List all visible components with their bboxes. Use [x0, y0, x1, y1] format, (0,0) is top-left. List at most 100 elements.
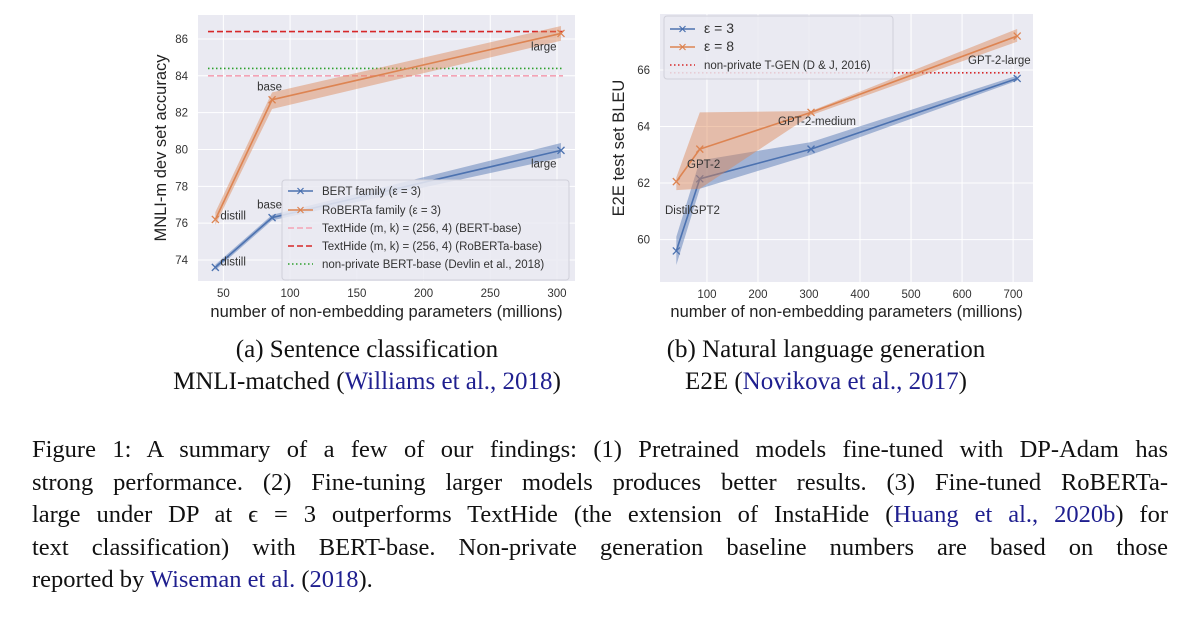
data-point-marker	[672, 246, 681, 255]
legend-label: RoBERTa family (ε = 3)	[322, 205, 441, 217]
subcaption-a: (a) Sentence classification MNLI-matched…	[127, 334, 607, 398]
figure-charts: 50 100 150 200 250 300 74 76 78 80 82 84 86 number of…	[152, 14, 1033, 321]
point-annotation: GPT-2-large	[968, 55, 1031, 67]
legend-entry: non-private BERT-base (Devlin et al., 20…	[288, 259, 544, 271]
legend-box	[663, 15, 894, 80]
x-axis-label: number of non-embedding parameters (mill…	[670, 303, 1022, 321]
data-point-marker	[1013, 32, 1022, 41]
data-point-marker	[211, 215, 220, 224]
subcaption-b: (b) Natural language generation E2E (Nov…	[626, 334, 1026, 398]
caption-line: strong performance. (2) Fine-tuning larg…	[32, 467, 1168, 500]
point-annotation: large	[531, 158, 557, 170]
legend-label: non-private T-GEN (D & J, 2016)	[704, 60, 871, 72]
point-annotation: DistilGPT2	[665, 205, 720, 217]
data-point-marker	[557, 29, 565, 38]
caption-line: reported by Wiseman et al. (2018).	[32, 564, 1168, 597]
subcaption-b-source: E2E (Novikova et al., 2017)	[626, 366, 1026, 398]
y-tick-label: 60	[637, 235, 650, 247]
legend-entry: TextHide (m, k) = (256, 4) (BERT-base)	[288, 223, 522, 235]
legend-label: ε = 8	[704, 38, 734, 54]
legend-box	[281, 179, 570, 281]
y-axis-label: E2E test set BLEU	[610, 80, 628, 217]
x-tick-label: 400	[850, 289, 869, 301]
confidence-band	[676, 75, 1018, 266]
subcaption-a-source: MNLI-matched (Williams et al., 2018)	[127, 366, 607, 398]
caption-text: (	[295, 566, 310, 593]
y-axis-label: MNLI-m dev set accuracy	[152, 54, 170, 242]
x-tick-label: 700	[1004, 289, 1023, 301]
x-tick-label: 100	[697, 289, 716, 301]
legend-entry: non-private T-GEN (D & J, 2016)	[670, 60, 871, 72]
y-tick-label: 78	[175, 181, 188, 193]
data-point-marker	[211, 263, 220, 272]
data-point-marker	[1013, 74, 1022, 83]
caption-text: reported by	[32, 566, 150, 593]
legend: BERT family (ε = 3) RoBERTa family (ε = 3…	[281, 179, 570, 281]
x-tick-label: 200	[414, 288, 433, 300]
citation-link[interactable]: Huang et al., 2020b	[893, 501, 1116, 528]
data-point-marker	[807, 108, 815, 117]
citation-link[interactable]: 2018	[309, 566, 359, 593]
x-tick-label: 300	[547, 288, 566, 300]
legend-entry: BERT family (ε = 3)	[288, 186, 421, 198]
y-tick-label: 62	[637, 178, 650, 190]
point-annotation: large	[531, 41, 557, 53]
legend-label: TextHide (m, k) = (256, 4) (RoBERTa-base…	[322, 241, 542, 253]
series-line	[675, 77, 1018, 252]
y-tick-label: 82	[175, 108, 188, 120]
data-point-marker	[695, 174, 704, 183]
y-tick-label: 86	[175, 34, 188, 46]
x-tick-label: 300	[799, 289, 818, 301]
y-tick-label: 66	[637, 65, 650, 77]
x-tick-label: 500	[901, 289, 920, 301]
x-tick-label: 150	[347, 288, 366, 300]
x-tick-label: 100	[280, 288, 299, 300]
caption-text: Figure 1: A summary of a few of our find…	[32, 436, 1168, 463]
y-tick-label: 64	[637, 122, 650, 134]
x-tick-label: 250	[481, 288, 500, 300]
citation-link[interactable]: Wiseman et al.	[149, 566, 296, 593]
legend-entry: ε = 3	[670, 20, 734, 36]
y-tick-label: 80	[175, 144, 188, 156]
caption-text: ).	[358, 566, 373, 593]
data-point-marker	[557, 146, 565, 155]
subcaption-text: E2E (	[685, 368, 743, 395]
data-point-marker	[672, 177, 681, 186]
legend-label: ε = 3	[704, 20, 734, 36]
confidence-band	[676, 28, 1018, 191]
point-annotation: GPT-2	[687, 159, 720, 171]
point-annotation: base	[257, 82, 282, 94]
y-tick-label: 74	[175, 255, 188, 267]
confidence-band	[215, 143, 561, 271]
chart-b: 100 200 300 400 500 600 700 60 62 64 66 number of n…	[610, 14, 1033, 321]
caption-line: Figure 1: A summary of a few of our find…	[32, 434, 1168, 467]
data-point-marker	[268, 213, 277, 222]
point-annotation: distill	[220, 210, 246, 222]
caption-text: strong performance. (2) Fine-tuning larg…	[32, 468, 1168, 496]
legend-entry: RoBERTa family (ε = 3)	[288, 205, 441, 217]
subcaption-text: )	[958, 368, 967, 395]
y-tick-label: 84	[175, 71, 188, 83]
caption-line: large under DP at ϵ = 3 outperforms Text…	[32, 499, 1168, 532]
citation-link[interactable]: Novikova et al., 2017	[742, 368, 959, 395]
figure-caption: Figure 1: A summary of a few of our find…	[32, 434, 1168, 597]
subcaption-text: )	[552, 368, 561, 395]
legend-label: TextHide (m, k) = (256, 4) (BERT-base)	[322, 223, 522, 235]
data-point-marker	[695, 145, 704, 154]
subcaption-a-title: (a) Sentence classification	[235, 336, 499, 363]
point-annotation: GPT-2-medium	[778, 116, 856, 128]
legend-label: BERT family (ε = 3)	[322, 186, 421, 198]
chart-a: 50 100 150 200 250 300 74 76 78 80 82 84 86 number of…	[152, 15, 575, 321]
x-tick-label: 200	[748, 289, 767, 301]
point-annotation: base	[257, 200, 282, 212]
data-point-marker	[807, 145, 815, 154]
subcaption-text: MNLI-matched (	[173, 368, 345, 395]
citation-link[interactable]: Williams et al., 2018	[344, 368, 553, 395]
data-point-marker	[268, 95, 277, 104]
confidence-band	[215, 26, 561, 226]
caption-text: large under DP at ϵ = 3 outperforms Text…	[32, 501, 894, 528]
point-annotation: distill	[220, 256, 246, 268]
x-tick-label: 600	[952, 289, 971, 301]
caption-text: ) for	[1115, 501, 1168, 528]
x-tick-label: 50	[217, 288, 230, 300]
